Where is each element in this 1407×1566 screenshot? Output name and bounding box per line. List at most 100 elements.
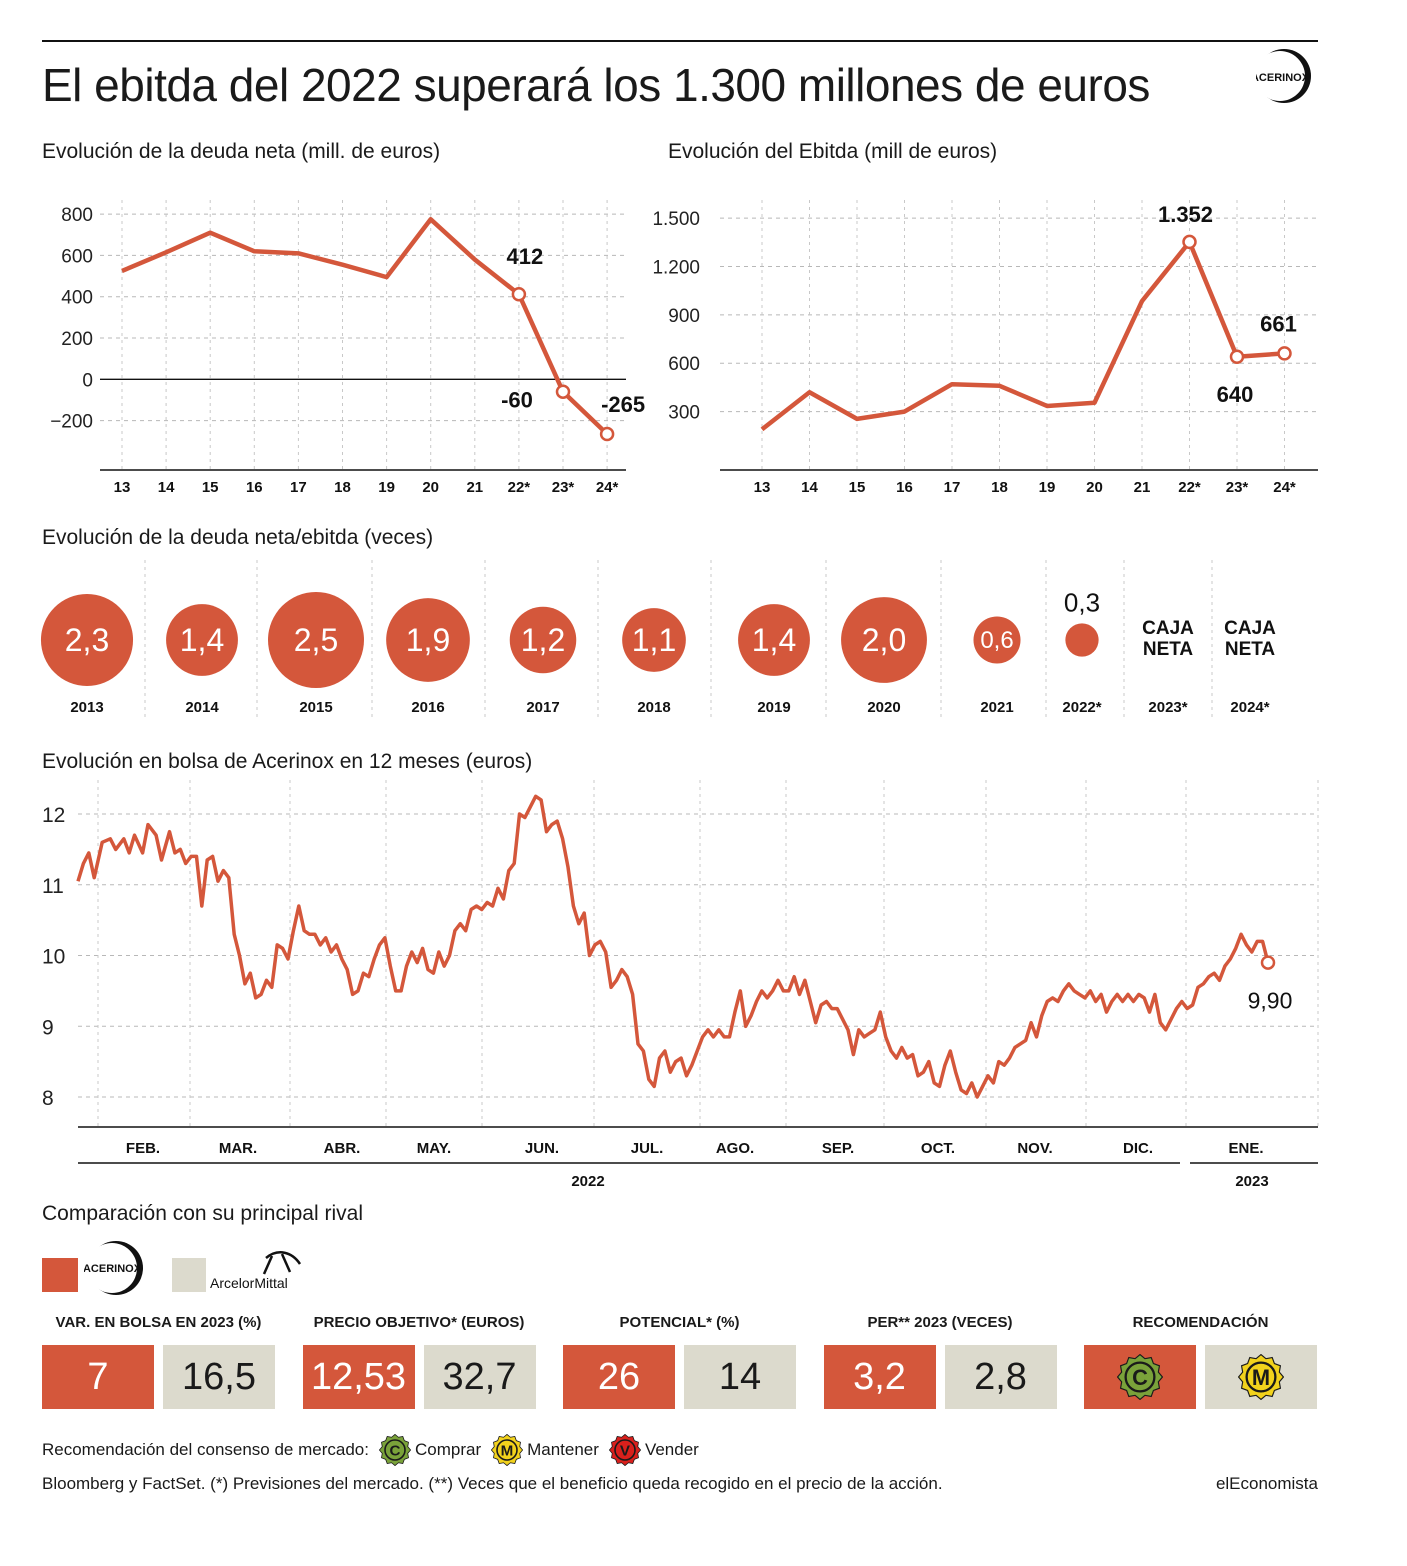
ebitda-line-chart: 1.500 1.200 900 600 300 13 14 15 16 17 18 19 20 21 22*…: [652, 200, 1318, 496]
rival-value-box: 16,5: [163, 1345, 275, 1409]
x-tick-label: 16: [896, 479, 913, 496]
x-tick-label: 13: [114, 479, 131, 496]
legend-label: Vender: [644, 1440, 699, 1459]
x-tick-label: 15: [202, 479, 219, 496]
highlight-point: [599, 426, 615, 442]
x-tick-label: 23*: [1226, 479, 1249, 496]
x-tick-label: 19: [378, 479, 395, 496]
year-label: 2019: [757, 699, 790, 716]
month-label: MAR.: [219, 1140, 257, 1157]
legend-label: Mantener: [527, 1440, 599, 1459]
acerinox-value-box: 26: [563, 1345, 675, 1409]
year-label: 2021: [980, 699, 1013, 716]
page-title: El ebitda del 2022 superará los 1.300 mi…: [42, 59, 1150, 111]
bubble-value: 2,5: [294, 622, 338, 658]
y-tick-label: −200: [50, 412, 93, 433]
bubble-value: 1,1: [632, 622, 676, 658]
acerinox-value-box: 3,2: [823, 1345, 936, 1409]
metric-header: PRECIO OBJETIVO* (EUROS): [313, 1314, 525, 1331]
ratio-bubble: [509, 606, 577, 674]
y-tick-label: 1.200: [652, 257, 700, 278]
svg-text:ACERINOX: ACERINOX: [84, 1263, 142, 1275]
legend-label: Comprar: [414, 1440, 482, 1459]
month-label: FEB.: [126, 1140, 160, 1157]
x-tick-label: 14: [801, 479, 818, 496]
cash-label: NETA: [1143, 639, 1194, 660]
year-label: 2014: [185, 699, 219, 716]
x-tick-label: 18: [991, 479, 1008, 496]
svg-text:C: C: [390, 1443, 401, 1460]
year-label: 2024*: [1230, 699, 1269, 716]
stock-line-chart: 12 11 10 9 8 FEB. MAR. ABR. MAY. JUN. JUL. AGO. SEP.…: [42, 780, 1319, 1190]
acerinox-legend-logo: ACERINOX: [84, 1241, 143, 1295]
rival-value-box: 32,7: [423, 1345, 536, 1409]
x-tick-label: 17: [944, 479, 961, 496]
metric-value: 16,5: [182, 1355, 256, 1398]
acerinox-value-box: 12,53: [302, 1345, 415, 1409]
month-label: JUL.: [631, 1140, 664, 1157]
acerinox-logo: ACERINOX: [1256, 49, 1311, 103]
arcelormittal-logo: ArcelorMittal: [210, 1251, 302, 1291]
footer-brand: elEconomista: [1215, 1474, 1318, 1493]
debt-line-chart: 800 600 400 200 0 −200 13 14 15 16 17 18 19 20 21 22* 23…: [50, 200, 645, 496]
ratio-chart-title: Evolución de la deuda neta/ebitda (veces…: [42, 526, 434, 549]
metric-header: VAR. EN BOLSA EN 2023 (%): [55, 1314, 262, 1331]
bubble-value: 1,4: [752, 622, 796, 658]
rival-value-box: 2,8: [944, 1345, 1057, 1409]
year-label: 2023*: [1148, 699, 1187, 716]
metric-value: 2,8: [974, 1355, 1027, 1398]
x-tick-label: 18: [334, 479, 351, 496]
data-label: 1.352: [1158, 202, 1213, 227]
arcelormittal-swatch: [172, 1258, 206, 1292]
month-label: ABR.: [324, 1140, 361, 1157]
svg-text:M: M: [501, 1443, 514, 1460]
series-line: [121, 217, 609, 436]
ratio-bubble: [973, 616, 1021, 664]
year-label: 2018: [637, 699, 670, 716]
y-tick-label: 9: [42, 1016, 54, 1039]
top-rule: [42, 40, 1318, 42]
ratio-bubble: [268, 592, 364, 688]
metric-value: 32,7: [442, 1355, 517, 1398]
svg-text:C: C: [1132, 1365, 1148, 1390]
year-label: 2016: [411, 699, 444, 716]
comprar-badge-icon: C: [378, 1434, 411, 1466]
bubble-value: 0,3: [1064, 587, 1100, 617]
bubble-value: 0,6: [980, 627, 1013, 654]
y-tick-label: 800: [61, 205, 93, 226]
x-tick-label: 14: [158, 479, 175, 496]
x-tick-label: 15: [849, 479, 866, 496]
x-tick-label: 22*: [508, 479, 531, 496]
month-label: JUN.: [525, 1140, 559, 1157]
data-label: 412: [507, 244, 544, 269]
x-tick-label: 21: [466, 479, 483, 496]
cash-label: NETA: [1225, 639, 1276, 660]
bubble-value: 1,2: [521, 622, 565, 658]
x-tick-label: 17: [290, 479, 307, 496]
debt-chart-title: Evolución de la deuda neta (mill. de eur…: [42, 140, 441, 163]
vender-badge-icon: V: [608, 1434, 641, 1466]
data-label: -265: [601, 392, 645, 417]
y-tick-label: 200: [61, 329, 93, 350]
bubble-value: 2,0: [862, 622, 906, 658]
year-label: 2017: [526, 699, 559, 716]
data-label: -60: [501, 388, 533, 413]
stock-chart-title: Evolución en bolsa de Acerinox en 12 mes…: [42, 750, 533, 773]
highlight-point: [511, 286, 527, 302]
series-line: [760, 239, 1285, 432]
month-label: NOV.: [1017, 1140, 1052, 1157]
acerinox-value-box: C: [1084, 1345, 1196, 1409]
highlight-point: [1277, 346, 1292, 361]
recommendation-legend: Recomendación del consenso de mercado: C…: [42, 1434, 699, 1466]
svg-text:M: M: [1252, 1365, 1270, 1390]
x-tick-label: 24*: [596, 479, 619, 496]
ratio-bubble: [1065, 623, 1099, 657]
year-label: 2022*: [1062, 699, 1101, 716]
acerinox-swatch: [42, 1258, 78, 1292]
last-price-label: 9,90: [1248, 988, 1293, 1014]
month-label: SEP.: [822, 1140, 854, 1157]
y-tick-label: 900: [668, 306, 700, 327]
ratio-bubble: [622, 608, 686, 672]
y-tick-label: 600: [668, 354, 700, 375]
highlight-point: [1182, 234, 1197, 250]
